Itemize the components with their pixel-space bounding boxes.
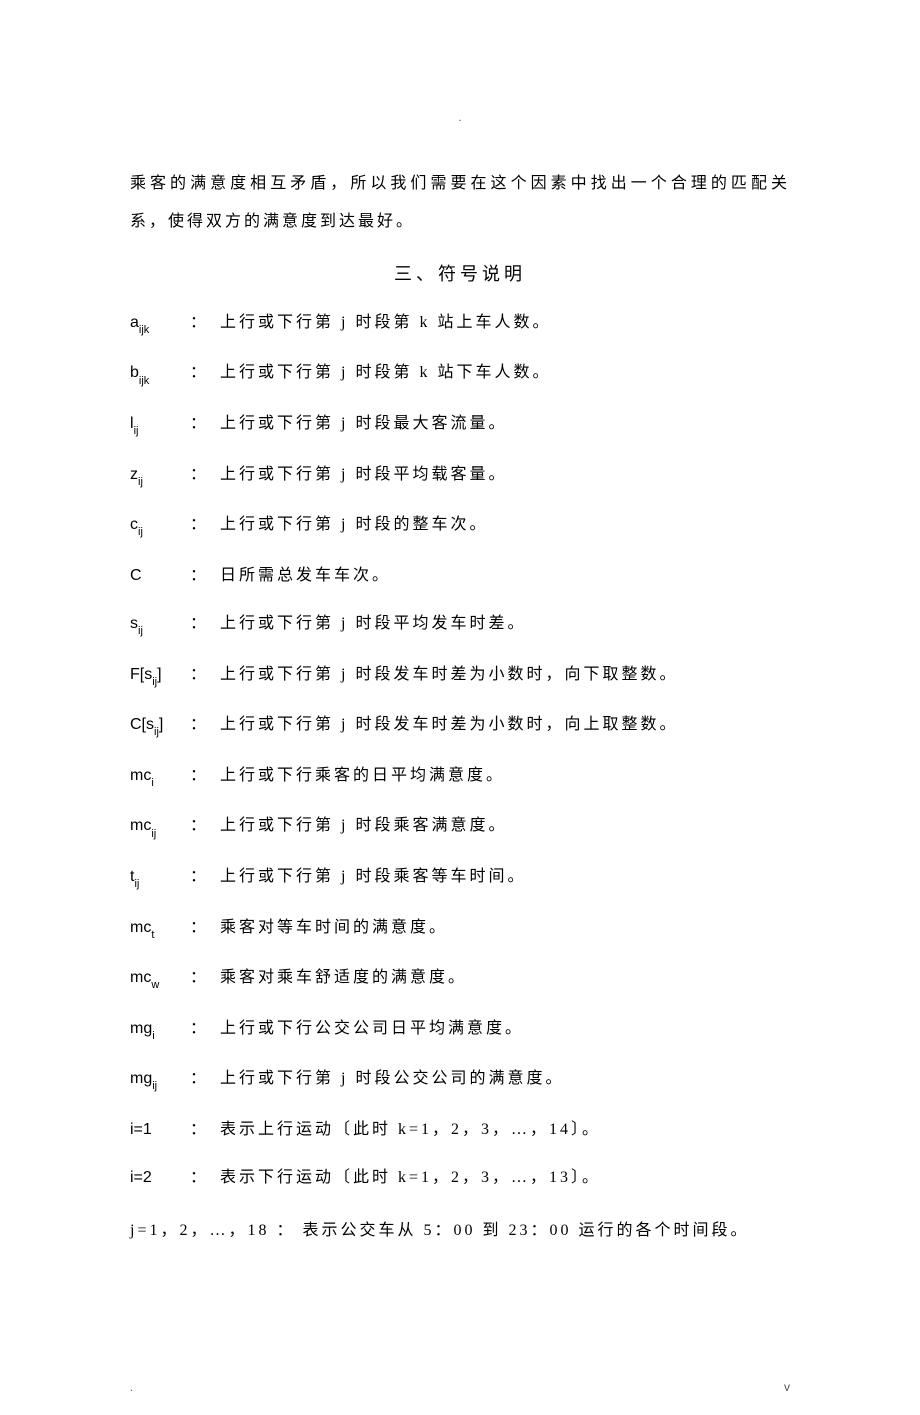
colon: ： (190, 464, 206, 489)
symbol: bijk (130, 362, 186, 387)
symbol-description: 乘客对等车时间的满意度。 (220, 917, 790, 942)
definition-row: i=2： 表示下行运动〔此时 k=1，2，3，…，13〕。 (130, 1167, 790, 1189)
colon: ： (190, 664, 206, 689)
symbol-description: 乘客对乘车舒适度的满意度。 (220, 967, 790, 992)
symbol-description: 表示下行运动〔此时 k=1，2，3，…，13〕。 (220, 1167, 790, 1189)
definition-row: i=1： 表示上行运动〔此时 k=1，2，3，…，14〕。 (130, 1119, 790, 1141)
colon: ： (190, 565, 206, 587)
symbol: zij (130, 464, 186, 489)
symbol: mci (130, 765, 186, 790)
colon: ： (190, 514, 206, 539)
colon: ： (190, 815, 206, 840)
symbol: mgi (130, 1018, 186, 1043)
symbol-description: 日所需总发车车次。 (220, 565, 790, 587)
symbol: C[sij] (130, 714, 186, 739)
definition-row: mgi： 上行或下行公交公司日平均满意度。 (130, 1018, 790, 1043)
symbol: cij (130, 514, 186, 539)
symbol-description: 表示上行运动〔此时 k=1，2，3，…，14〕。 (220, 1119, 790, 1141)
definition-row: zij ： 上行或下行第 j 时段平均载客量。 (130, 464, 790, 489)
section-title: 三、符号说明 (130, 260, 790, 286)
symbol-description: 上行或下行第 j 时段公交公司的满意度。 (220, 1068, 790, 1093)
symbol-description: 上行或下行第 j 时段发车时差为小数时，向下取整数。 (220, 664, 790, 689)
definition-row: F[sij]： 上行或下行第 j 时段发车时差为小数时，向下取整数。 (130, 664, 790, 689)
symbol-description: 上行或下行第 j 时段平均载客量。 (220, 464, 790, 489)
symbol-description: 上行或下行公交公司日平均满意度。 (220, 1018, 790, 1043)
definition-row: C[sij]： 上行或下行第 j 时段发车时差为小数时，向上取整数。 (130, 714, 790, 739)
colon: ： (190, 866, 206, 891)
colon: ： (190, 1167, 206, 1189)
definition-row: lij ： 上行或下行第 j 时段最大客流量。 (130, 413, 790, 438)
symbol-description: 上行或下行第 j 时段最大客流量。 (220, 413, 790, 438)
document-page: . 乘客的满意度相互矛盾，所以我们需要在这个因素中找出一个合理的匹配关系，使得双… (0, 0, 920, 1340)
symbol: sij (130, 613, 186, 638)
symbol-description: 上行或下行第 j 时段第 k 站下车人数。 (220, 362, 790, 387)
page-footer: . v (0, 1340, 920, 1415)
footer-page-number: v (784, 1380, 790, 1395)
colon: ： (190, 312, 206, 337)
symbol: i=2 (130, 1167, 186, 1189)
colon: ： (190, 714, 206, 739)
symbol-definitions: aijk ： 上行或下行第 j 时段第 k 站上车人数。 bijk ： 上行或下行第 … (130, 312, 790, 1190)
footer-left-dot: . (130, 1380, 133, 1395)
symbol-description: 上行或下行第 j 时段平均发车时差。 (220, 613, 790, 638)
colon: ： (190, 917, 206, 942)
definition-row: mci： 上行或下行乘客的日平均满意度。 (130, 765, 790, 790)
intro-paragraph: 乘客的满意度相互矛盾，所以我们需要在这个因素中找出一个合理的匹配关系，使得双方的… (130, 165, 790, 242)
symbol-description: 上行或下行第 j 时段的整车次。 (220, 514, 790, 539)
colon: ： (190, 1068, 206, 1093)
definition-row: sij ： 上行或下行第 j 时段平均发车时差。 (130, 613, 790, 638)
definition-row: bijk ： 上行或下行第 j 时段第 k 站下车人数。 (130, 362, 790, 387)
colon: ： (190, 613, 206, 638)
definition-row: C ： 日所需总发车车次。 (130, 565, 790, 587)
symbol: lij (130, 413, 186, 438)
symbol: mcij (130, 815, 186, 840)
colon: ： (190, 967, 206, 992)
definition-row: mct： 乘客对等车时间的满意度。 (130, 917, 790, 942)
symbol: tij (130, 866, 186, 891)
symbol-description: 上行或下行第 j 时段第 k 站上车人数。 (220, 312, 790, 337)
definition-row: aijk ： 上行或下行第 j 时段第 k 站上车人数。 (130, 312, 790, 337)
colon: ： (190, 765, 206, 790)
definition-row: mcw： 乘客对乘车舒适度的满意度。 (130, 967, 790, 992)
definition-row: tij ： 上行或下行第 j 时段乘客等车时间。 (130, 866, 790, 891)
symbol: aijk (130, 312, 186, 337)
symbol-description: 上行或下行第 j 时段乘客满意度。 (220, 815, 790, 840)
symbol: F[sij] (130, 664, 186, 689)
symbol: mgij (130, 1068, 186, 1093)
definition-row: mgij： 上行或下行第 j 时段公交公司的满意度。 (130, 1068, 790, 1093)
symbol-description: 上行或下行第 j 时段发车时差为小数时，向上取整数。 (220, 714, 790, 739)
colon: ： (190, 1119, 206, 1141)
symbol: mct (130, 917, 186, 942)
symbol: mcw (130, 967, 186, 992)
symbol-description: 上行或下行第 j 时段乘客等车时间。 (220, 866, 790, 891)
colon: ： (190, 413, 206, 438)
symbol-description: 上行或下行乘客的日平均满意度。 (220, 765, 790, 790)
symbol: C (130, 565, 186, 587)
colon: ： (190, 1018, 206, 1043)
definition-row: cij ： 上行或下行第 j 时段的整车次。 (130, 514, 790, 539)
header-dot: . (130, 110, 790, 125)
definition-row: mcij： 上行或下行第 j 时段乘客满意度。 (130, 815, 790, 840)
colon: ： (190, 362, 206, 387)
symbol: i=1 (130, 1119, 186, 1141)
last-definition-line: j=1，2，…，18 ： 表示公交车从 5：00 到 23：00 运行的各个时间… (130, 1216, 790, 1240)
